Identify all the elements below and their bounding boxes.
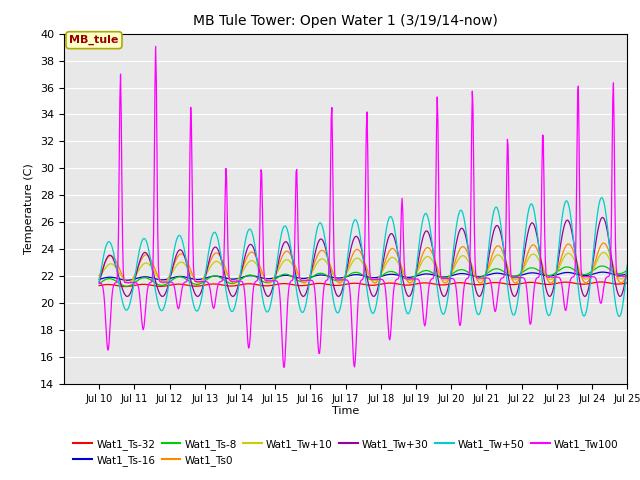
- Legend: Wat1_Ts-32, Wat1_Ts-16, Wat1_Ts-8, Wat1_Ts0, Wat1_Tw+10, Wat1_Tw+30, Wat1_Tw+50,: Wat1_Ts-32, Wat1_Ts-16, Wat1_Ts-8, Wat1_…: [69, 435, 623, 470]
- Title: MB Tule Tower: Open Water 1 (3/19/14-now): MB Tule Tower: Open Water 1 (3/19/14-now…: [193, 14, 498, 28]
- X-axis label: Time: Time: [332, 407, 359, 417]
- Text: MB_tule: MB_tule: [69, 35, 118, 45]
- Y-axis label: Temperature (C): Temperature (C): [24, 163, 35, 254]
